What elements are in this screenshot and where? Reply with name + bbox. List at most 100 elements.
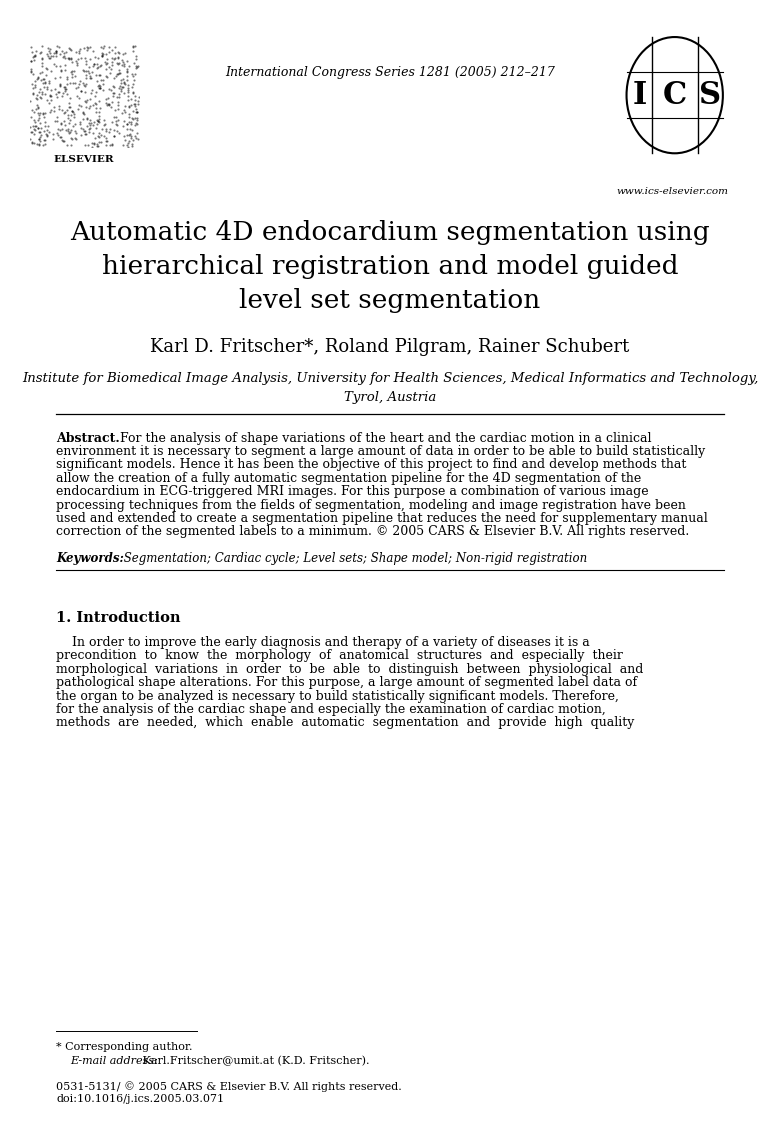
Point (122, 134, 134, 152)
Point (40, 66, 52, 84)
Point (112, 100, 124, 118)
Text: hierarchical registration and model guided: hierarchical registration and model guid… (101, 254, 679, 279)
Point (103, 58, 115, 76)
Point (55, 128, 67, 146)
Point (37, 105, 49, 123)
Point (92, 127, 105, 145)
Point (42, 42, 55, 60)
Point (88, 54, 101, 73)
Point (42, 71, 55, 90)
Point (50, 42, 62, 60)
Point (132, 95, 144, 113)
Point (83, 67, 96, 85)
Point (121, 120, 133, 138)
Point (66, 102, 78, 120)
Point (40, 125, 52, 143)
Point (117, 44, 129, 62)
Point (29, 45, 41, 63)
Point (72, 100, 84, 118)
Point (65, 136, 77, 154)
Point (94, 57, 106, 75)
Point (112, 87, 125, 105)
Point (58, 43, 70, 61)
Point (121, 114, 133, 133)
Text: Keywords:: Keywords: (56, 552, 124, 565)
Point (130, 48, 143, 66)
Point (36, 83, 48, 101)
Point (80, 109, 93, 127)
Point (29, 117, 41, 135)
Point (77, 40, 90, 58)
Point (87, 123, 99, 142)
Point (34, 43, 47, 61)
Point (78, 122, 90, 140)
Point (58, 60, 71, 78)
Point (24, 118, 37, 136)
Point (41, 79, 54, 97)
Point (93, 76, 105, 94)
Point (110, 108, 122, 126)
Point (111, 122, 123, 140)
Text: E-mail address:: E-mail address: (70, 1056, 158, 1066)
Text: used and extended to create a segmentation pipeline that reduces the need for su: used and extended to create a segmentati… (56, 512, 708, 525)
Point (91, 137, 104, 155)
Point (36, 36, 48, 54)
Point (59, 80, 72, 99)
Point (74, 71, 87, 90)
Point (114, 63, 126, 82)
Point (77, 102, 90, 120)
Text: For the analysis of shape variations of the heart and the cardiac motion in a cl: For the analysis of shape variations of … (112, 432, 652, 444)
Point (91, 112, 104, 130)
Point (73, 95, 86, 113)
Point (27, 51, 40, 69)
Point (80, 110, 93, 128)
Point (131, 114, 144, 133)
Point (65, 129, 77, 147)
Point (90, 103, 102, 121)
Point (55, 62, 68, 80)
Point (103, 120, 115, 138)
Point (129, 96, 141, 114)
Point (34, 135, 46, 153)
Point (59, 121, 72, 139)
Point (108, 109, 120, 127)
Point (27, 117, 40, 135)
Point (48, 56, 60, 74)
Point (69, 121, 81, 139)
Point (38, 104, 51, 122)
Point (34, 88, 46, 107)
Point (77, 105, 90, 123)
Point (68, 105, 80, 123)
Point (71, 86, 83, 104)
Point (44, 101, 57, 119)
Point (91, 135, 104, 153)
Point (128, 54, 140, 73)
Point (105, 41, 118, 59)
Point (85, 69, 98, 87)
Point (129, 36, 141, 54)
Text: significant models. Hence it has been the objective of this project to find and : significant models. Hence it has been th… (56, 459, 686, 471)
Point (129, 91, 141, 109)
Point (92, 77, 105, 95)
Point (54, 68, 66, 86)
Point (122, 57, 135, 75)
Point (94, 79, 106, 97)
Point (62, 109, 74, 127)
Point (27, 75, 39, 93)
Point (118, 54, 130, 73)
Point (105, 97, 118, 116)
Point (93, 133, 105, 151)
Point (108, 50, 120, 68)
Point (93, 113, 105, 131)
Point (66, 62, 78, 80)
Text: 0531-5131/ © 2005 CARS & Elsevier B.V. All rights reserved.: 0531-5131/ © 2005 CARS & Elsevier B.V. A… (56, 1081, 402, 1092)
Point (125, 96, 137, 114)
Point (61, 75, 73, 93)
Point (41, 126, 53, 144)
Point (37, 104, 49, 122)
Point (117, 136, 129, 154)
Point (107, 86, 119, 104)
Point (113, 65, 126, 83)
Point (48, 97, 61, 116)
Point (63, 88, 76, 107)
